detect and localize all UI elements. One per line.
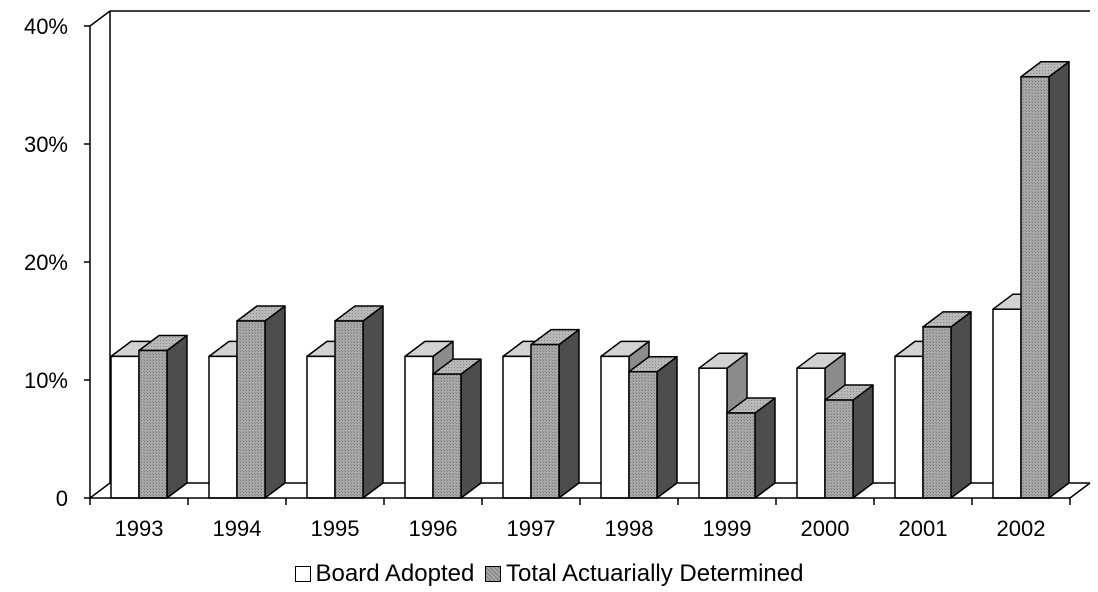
bar-board-adopted-2000: [796, 367, 826, 499]
bar-total-actuarial-1994: [236, 320, 266, 499]
bar-total-actuarial-1997-side: [558, 328, 580, 499]
y-tick-label: 0: [56, 486, 68, 511]
floor-right-edge: [1069, 482, 1091, 499]
bar-board-adopted-1994: [208, 355, 238, 499]
y-tick-label: 30%: [24, 132, 68, 157]
legend-label-total-actuarially-determined: Total Actuarially Determined: [506, 560, 804, 587]
bar-total-actuarial-1995: [334, 320, 364, 499]
bar-total-actuarial-2000-side: [852, 384, 874, 499]
bar-total-actuarial-1999: [726, 412, 756, 499]
x-tick-label-1995: 1995: [311, 516, 360, 541]
bar-total-actuarial-2002: [1020, 75, 1050, 499]
y-tick-label: 40%: [24, 14, 68, 39]
bar-total-actuarial-1999-side: [754, 397, 776, 499]
bar-total-actuarial-1998: [628, 370, 658, 499]
bar-total-actuarial-1998-side: [656, 355, 678, 499]
x-tick-label-1994: 1994: [213, 516, 262, 541]
bar-board-adopted-2001: [894, 355, 924, 499]
x-tick-label-1997: 1997: [507, 516, 556, 541]
bar-board-adopted-2002: [992, 308, 1022, 499]
bar-total-actuarial-1993: [138, 349, 168, 499]
bar-total-actuarial-1993-side: [166, 334, 188, 499]
y-tick-label: 20%: [24, 250, 68, 275]
x-tick-label-2000: 2000: [801, 516, 850, 541]
bar-total-actuarial-1997: [530, 343, 560, 499]
bar-total-actuarial-1995-side: [362, 305, 384, 499]
bar-board-adopted-1995: [306, 355, 336, 499]
bar-board-adopted-1997: [502, 355, 532, 499]
wall-corner-bottom: [89, 482, 111, 499]
wall-corner-top: [89, 10, 111, 27]
bar-total-actuarial-1994-side: [264, 305, 286, 499]
x-tick-label-2002: 2002: [997, 516, 1046, 541]
legend-item-total-actuarially-determined: Total Actuarially Determined: [485, 560, 803, 588]
bar-board-adopted-1993: [110, 355, 140, 499]
bar-board-adopted-1998: [600, 355, 630, 499]
legend: Board Adopted Total Actuarially Determin…: [0, 560, 1098, 589]
legend-item-board-adopted: Board Adopted: [294, 560, 475, 588]
legend-label-board-adopted: Board Adopted: [315, 560, 475, 587]
bar-total-actuarial-1996-side: [460, 358, 482, 499]
bar-total-actuarial-2001-side: [950, 311, 972, 499]
bar-total-actuarial-2001: [922, 326, 952, 499]
bar-total-actuarial-2000: [824, 399, 854, 499]
x-tick-label-1998: 1998: [605, 516, 654, 541]
bar-total-actuarial-1996: [432, 373, 462, 499]
y-tick-label: 10%: [24, 368, 68, 393]
bar-board-adopted-1999: [698, 367, 728, 499]
legend-swatch-total-actuarially-determined: [485, 566, 501, 582]
bar-total-actuarial-2002-side: [1048, 60, 1070, 499]
legend-swatch-board-adopted: [294, 566, 311, 582]
x-tick-label-1993: 1993: [115, 516, 164, 541]
x-tick-label-1999: 1999: [703, 516, 752, 541]
bar-chart: 0 10% 20% 30% 40% 1993 1994 1995 1996 1997 1998 199…: [24, 10, 1091, 541]
bar-board-adopted-1996: [404, 355, 434, 499]
x-tick-label-1996: 1996: [409, 516, 458, 541]
x-tick-label-2001: 2001: [899, 516, 948, 541]
